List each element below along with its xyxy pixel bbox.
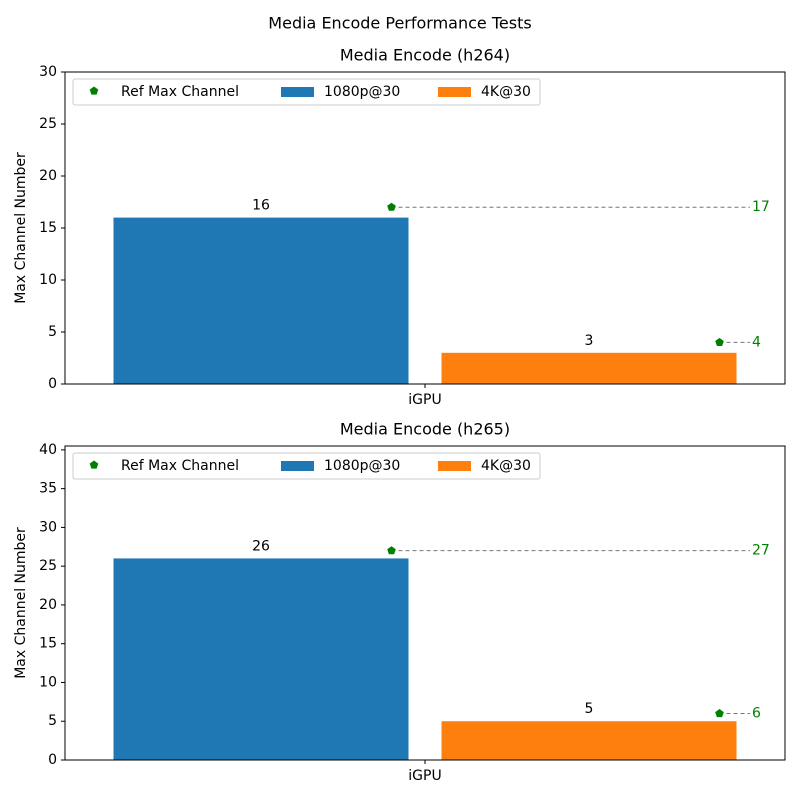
legend-swatch (438, 461, 471, 471)
y-tick-label: 40 (39, 442, 57, 458)
legend-label: Ref Max Channel (121, 84, 239, 100)
bar (113, 217, 409, 384)
legend-marker (89, 460, 99, 469)
bar-value-label: 5 (585, 701, 594, 717)
bar-value-label: 16 (252, 198, 270, 214)
legend-swatch (438, 87, 471, 97)
reference-marker (387, 202, 396, 211)
reference-label: 17 (752, 199, 770, 215)
y-tick-label: 20 (39, 597, 57, 613)
y-tick-label: 35 (39, 481, 57, 497)
reference-marker (715, 337, 724, 346)
y-tick-label: 10 (39, 272, 57, 288)
legend-swatch (281, 87, 314, 97)
y-tick-label: 10 (39, 674, 57, 690)
y-tick-label: 25 (39, 116, 57, 132)
bar (441, 721, 737, 760)
subplot-title: Media Encode (h264) (340, 46, 510, 65)
y-axis-label: Max Channel Number (13, 152, 29, 304)
legend-label: 1080p@30 (324, 84, 400, 100)
bar-value-label: 3 (585, 333, 594, 349)
reference-marker (387, 546, 396, 555)
y-tick-label: 20 (39, 168, 57, 184)
legend-label: 1080p@30 (324, 458, 400, 474)
legend-label: Ref Max Channel (121, 458, 239, 474)
bar (441, 352, 737, 384)
plot-frame (64, 71, 786, 385)
bar-value-label: 26 (252, 538, 270, 554)
y-tick-label: 0 (48, 752, 57, 768)
reference-label: 27 (752, 543, 770, 559)
figure-title: Media Encode Performance Tests (268, 14, 531, 33)
y-axis-label: Max Channel Number (13, 527, 29, 679)
reference-label: 4 (752, 334, 761, 350)
y-tick-label: 0 (48, 376, 57, 392)
y-tick-label: 5 (48, 324, 57, 340)
y-tick-label: 15 (39, 220, 57, 236)
legend-swatch (281, 461, 314, 471)
plot-frame (64, 445, 786, 761)
legend-marker (89, 86, 99, 95)
y-tick-label: 15 (39, 636, 57, 652)
subplot-title: Media Encode (h265) (340, 420, 510, 439)
bar (113, 558, 409, 760)
y-tick-label: 30 (39, 64, 57, 80)
legend-label: 4K@30 (481, 458, 531, 474)
legend-label: 4K@30 (481, 84, 531, 100)
reference-marker (715, 709, 724, 718)
x-tick-label: iGPU (408, 392, 441, 408)
y-tick-label: 5 (48, 713, 57, 729)
y-tick-label: 25 (39, 558, 57, 574)
y-tick-label: 30 (39, 519, 57, 535)
x-tick-label: iGPU (408, 768, 441, 784)
reference-label: 6 (752, 705, 761, 721)
